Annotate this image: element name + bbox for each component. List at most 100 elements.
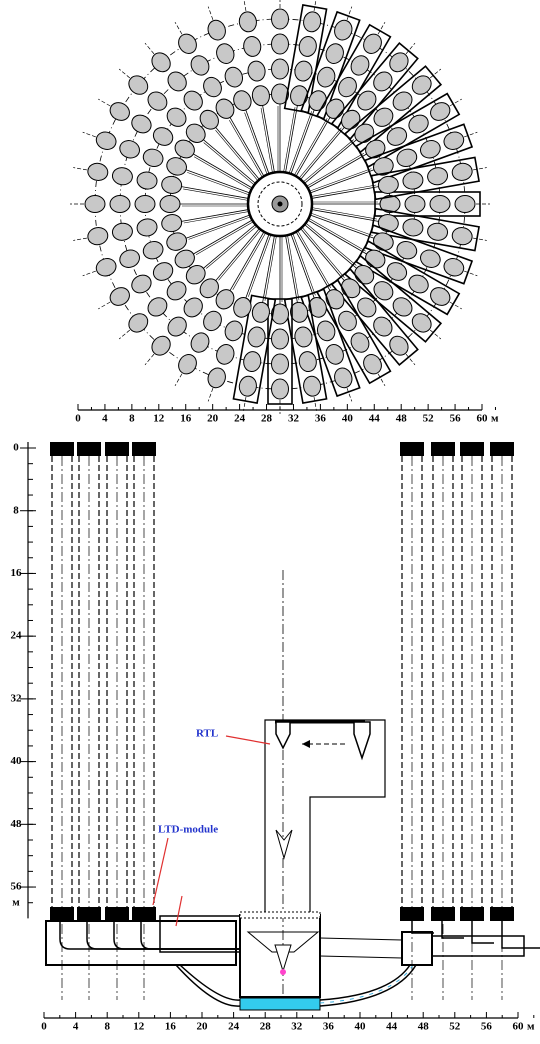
- module: [111, 167, 133, 186]
- spoke: [282, 107, 296, 175]
- module: [451, 162, 473, 181]
- rtl-switch-2: [353, 721, 371, 761]
- hub-inner: [257, 181, 303, 227]
- spoke: [262, 235, 275, 303]
- col-head: [460, 442, 484, 456]
- module: [427, 222, 449, 241]
- spoke: [304, 153, 365, 188]
- module: [308, 90, 327, 111]
- scale-label: 52: [449, 1021, 461, 1033]
- module: [238, 375, 257, 397]
- module: [271, 58, 289, 80]
- module: [308, 297, 327, 318]
- module: [111, 222, 133, 241]
- spoke: [307, 153, 367, 189]
- spoke: [193, 156, 254, 191]
- scale-unit: м: [527, 1021, 535, 1033]
- link: [319, 955, 403, 959]
- scale-label: 16: [11, 567, 23, 579]
- module: [243, 351, 262, 373]
- spoke: [183, 188, 251, 202]
- scale-label: 0: [41, 1021, 47, 1033]
- module: [373, 232, 394, 251]
- transmission-dash: [319, 964, 414, 1004]
- module-box: [355, 92, 461, 168]
- module: [152, 262, 174, 281]
- spoke: [308, 212, 373, 236]
- module: [365, 139, 386, 159]
- scale-label: 20: [197, 1021, 209, 1033]
- spoke: [185, 214, 251, 239]
- feeder: [501, 921, 540, 949]
- module-box: [330, 267, 419, 367]
- col-head: [105, 442, 129, 456]
- funnel: [246, 931, 320, 953]
- module: [166, 232, 187, 251]
- module: [316, 66, 336, 88]
- module: [298, 35, 317, 57]
- module: [373, 107, 394, 127]
- spoke: [307, 219, 367, 255]
- module: [411, 313, 432, 333]
- module: [167, 71, 187, 92]
- module: [128, 75, 149, 95]
- scale-label: 28: [260, 1021, 272, 1033]
- scale-label: 8: [129, 413, 135, 425]
- spoke: [296, 228, 331, 289]
- spoke: [300, 225, 345, 278]
- pool: [239, 997, 321, 1011]
- spoke: [181, 186, 249, 199]
- module: [167, 316, 187, 337]
- scale-label: 24: [234, 413, 246, 425]
- module: [294, 60, 313, 82]
- module: [216, 344, 235, 365]
- scale-label: 56: [11, 881, 23, 893]
- spoke: [306, 217, 367, 252]
- module: [216, 43, 235, 64]
- module: [271, 378, 289, 400]
- module: [199, 278, 219, 299]
- module: [392, 297, 413, 317]
- module: [271, 33, 289, 55]
- module: [338, 310, 357, 332]
- module: [325, 344, 344, 365]
- module-box: [283, 294, 328, 404]
- scale-label: 52: [423, 413, 435, 425]
- module: [396, 148, 418, 168]
- move-arrowhead: [302, 740, 310, 748]
- module: [203, 310, 222, 332]
- scale-label: 32: [288, 413, 300, 425]
- scale-label: 48: [418, 1021, 430, 1033]
- spoke: [195, 220, 256, 255]
- module: [178, 33, 197, 54]
- module-box: [330, 41, 419, 141]
- spoke: [206, 224, 259, 269]
- module: [430, 287, 451, 306]
- module: [87, 227, 109, 246]
- target: [280, 969, 286, 975]
- scale-label: 40: [11, 755, 23, 767]
- module: [119, 140, 140, 159]
- scale-label: 44: [369, 413, 381, 425]
- module: [334, 367, 353, 389]
- module: [430, 102, 451, 121]
- feeder: [471, 921, 494, 944]
- col-head: [490, 442, 514, 456]
- module: [389, 335, 409, 356]
- module: [174, 249, 195, 269]
- module: [386, 127, 408, 146]
- module-box: [300, 10, 361, 120]
- scale-label: 36: [315, 413, 327, 425]
- module: [84, 195, 106, 213]
- feeder: [59, 921, 240, 950]
- scale-label: 4: [102, 413, 108, 425]
- spoke: [300, 127, 345, 180]
- module: [316, 320, 336, 342]
- chamber-top: [239, 911, 321, 919]
- module: [251, 85, 270, 107]
- scale-label: 16: [180, 413, 192, 425]
- scale-unit: м: [12, 896, 20, 908]
- module: [161, 175, 183, 194]
